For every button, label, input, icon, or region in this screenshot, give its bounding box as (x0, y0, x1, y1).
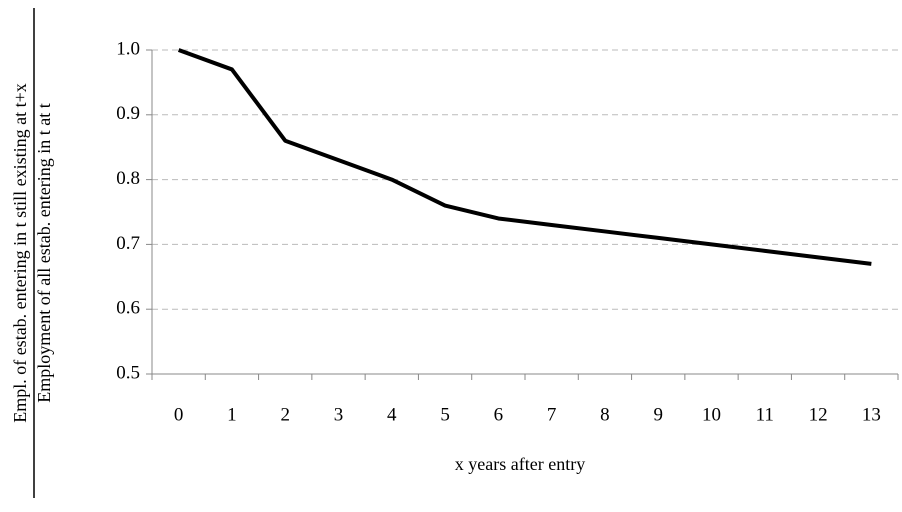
x-tick-label: 12 (809, 404, 828, 425)
y-tick-label: 0.6 (116, 298, 140, 319)
y-tick-label: 1.0 (116, 38, 140, 59)
x-tick-label: 8 (600, 404, 610, 425)
line (177, 48, 872, 266)
x-tick-label: 6 (494, 404, 504, 425)
x-tick-label: 7 (547, 404, 557, 425)
x-tick-label: 13 (862, 404, 881, 425)
x-tick-label: 2 (280, 404, 290, 425)
x-tick-label: 3 (334, 404, 344, 425)
x-tick-label: 10 (702, 404, 721, 425)
y-axis-title-denominator: Employment of all estab. entering in t a… (34, 103, 54, 402)
x-tick-label: 5 (440, 404, 450, 425)
x-axis-title: x years after entry (455, 454, 585, 474)
x-tick-label: 9 (653, 404, 663, 425)
y-tick-label: 0.5 (116, 362, 140, 383)
y-tick-label: 0.9 (116, 103, 140, 124)
x-tick-label: 11 (756, 404, 774, 425)
x-tick-label: 4 (387, 404, 397, 425)
x-tick-label: 1 (227, 404, 237, 425)
y-tick-label: 0.7 (116, 233, 140, 254)
x-tick-label: 0 (174, 404, 184, 425)
y-tick-label: 0.8 (116, 168, 140, 189)
y-axis-title-numerator: Empl. of estab. entering in t still exis… (10, 83, 30, 423)
